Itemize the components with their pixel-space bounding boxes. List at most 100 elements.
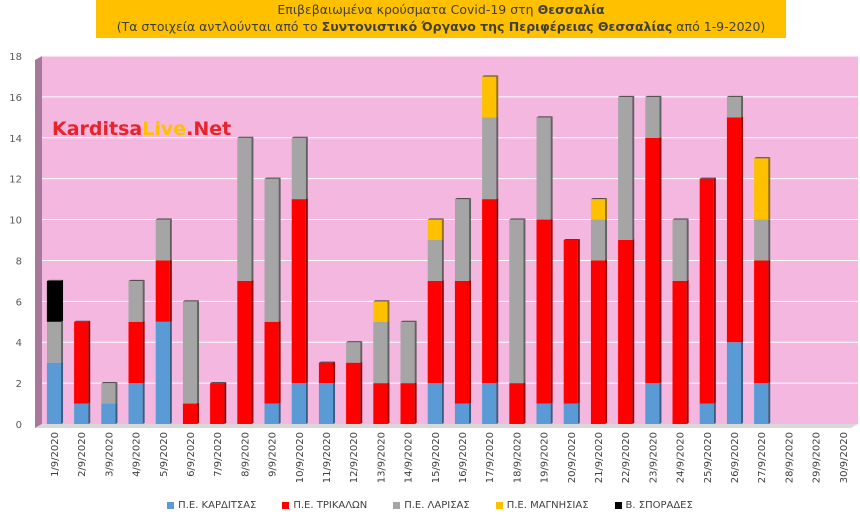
bar-top-edge bbox=[754, 157, 771, 159]
y-tick-label: 4 bbox=[16, 338, 22, 349]
bar-segment-side bbox=[305, 382, 308, 424]
bar-segment-side bbox=[88, 320, 91, 404]
bar-segment bbox=[563, 403, 578, 424]
legend-label: Π.Ε. ΜΑΓΝΗΣΙΑΣ bbox=[506, 499, 589, 511]
bar-segment-side bbox=[550, 116, 553, 220]
bar-segment bbox=[672, 219, 687, 281]
bar-top-edge bbox=[155, 218, 172, 220]
bar-segment-side bbox=[142, 382, 145, 424]
bar-segment bbox=[237, 137, 252, 281]
bar-segment bbox=[427, 280, 442, 384]
bar-segment-side bbox=[115, 382, 118, 404]
x-tick-label: 6/9/2020 bbox=[186, 432, 197, 477]
bar-segment bbox=[482, 199, 497, 384]
legend-label: Β. ΣΠΟΡΑΔΕΣ bbox=[625, 499, 693, 511]
bar-segment-side bbox=[169, 218, 172, 261]
bar-segment bbox=[237, 280, 252, 424]
bar-segment bbox=[509, 219, 524, 384]
bar-segment-side bbox=[577, 402, 580, 424]
legend-item: Π.Ε. ΛΑΡΙΣΑΣ bbox=[393, 497, 470, 513]
bar-segment-side bbox=[88, 402, 91, 424]
bar-segment-side bbox=[496, 116, 499, 200]
bar-segment-side bbox=[441, 218, 444, 240]
bar-segment bbox=[482, 76, 497, 118]
bar-segment bbox=[128, 383, 143, 424]
legend-swatch bbox=[167, 501, 175, 509]
bar-segment bbox=[590, 199, 606, 220]
bar-segment-side bbox=[305, 136, 308, 200]
x-tick-label: 24/9/2020 bbox=[676, 432, 687, 483]
legend-item: Π.Ε. ΤΡΙΚΑΛΩΝ bbox=[282, 497, 367, 513]
bar-segment bbox=[346, 362, 361, 424]
bar-segment-side bbox=[577, 239, 580, 404]
bar-segment-side bbox=[278, 320, 281, 404]
legend-label: Π.Ε. ΚΑΡΔΙΤΣΑΣ bbox=[178, 499, 257, 511]
bar-top-edge bbox=[346, 341, 363, 343]
bar-segment bbox=[726, 342, 742, 424]
bar-top-edge bbox=[318, 361, 336, 363]
bar-segment-side bbox=[632, 239, 635, 424]
bar-segment bbox=[128, 321, 143, 384]
bar-segment bbox=[155, 260, 170, 322]
bar-segment bbox=[373, 383, 388, 424]
bar-segment-side bbox=[305, 198, 308, 384]
bar-segment-side bbox=[469, 279, 472, 404]
bar-segment bbox=[373, 301, 388, 322]
bar-segment bbox=[699, 178, 714, 404]
x-tick-label: 17/9/2020 bbox=[485, 432, 496, 483]
bar-top-edge bbox=[264, 177, 281, 179]
bar-segment bbox=[46, 280, 62, 322]
bar-segment bbox=[291, 383, 306, 424]
bar-segment-side bbox=[115, 402, 118, 424]
bar-segment bbox=[427, 240, 442, 281]
x-tick-label: 14/9/2020 bbox=[404, 432, 415, 483]
bar-segment bbox=[754, 383, 769, 424]
bar-segment-side bbox=[768, 259, 771, 384]
bar-segment bbox=[645, 383, 660, 424]
y-tick-label: 10 bbox=[9, 216, 22, 227]
bar-segment bbox=[454, 403, 470, 424]
bar-segment-side bbox=[333, 382, 336, 424]
bar-segment bbox=[400, 321, 415, 384]
logo-watermark: KarditsaLive.Net bbox=[52, 118, 231, 140]
x-tick-label: 16/9/2020 bbox=[458, 432, 469, 483]
bar-segment bbox=[672, 280, 687, 424]
bar-segment-side bbox=[197, 300, 200, 404]
bar-segment bbox=[264, 321, 279, 404]
legend-item: Π.Ε. ΜΑΓΝΗΣΙΑΣ bbox=[495, 497, 589, 513]
logo-part-2: Live bbox=[142, 118, 187, 140]
bar-segment-side bbox=[224, 382, 227, 424]
bar-segment-side bbox=[469, 402, 472, 424]
legend-label: Π.Ε. ΛΑΡΙΣΑΣ bbox=[404, 499, 470, 511]
bar-top-edge bbox=[590, 198, 608, 200]
bar-segment-side bbox=[169, 320, 172, 424]
bar-segment bbox=[427, 383, 442, 424]
bar-segment-side bbox=[441, 239, 444, 281]
bar-segment-side bbox=[768, 157, 771, 220]
y-tick-label: 8 bbox=[16, 256, 22, 267]
x-tick-label: 21/9/2020 bbox=[594, 432, 605, 483]
title-line2-bold: Συντονιστικό Όργανο της Περιφέρειας Θεσσ… bbox=[321, 19, 673, 34]
x-tick-label: 18/9/2020 bbox=[512, 432, 523, 483]
y-tick-label: 2 bbox=[16, 379, 22, 390]
bar-top-edge bbox=[563, 239, 580, 240]
bar-segment-side bbox=[197, 402, 200, 424]
bar-top-edge bbox=[427, 218, 444, 220]
bar-segment bbox=[155, 321, 170, 424]
bar-top-edge bbox=[618, 95, 635, 97]
bar-segment bbox=[182, 301, 198, 404]
bar-segment-side bbox=[632, 95, 635, 240]
y-tick-label: 6 bbox=[16, 297, 22, 308]
bar-segment bbox=[618, 240, 633, 424]
plot-floor bbox=[35, 424, 858, 428]
bar-segment bbox=[74, 403, 89, 424]
title-line2-suffix: από 1-9-2020) bbox=[672, 19, 766, 34]
bar-segment bbox=[128, 280, 143, 322]
bar-segment-side bbox=[496, 198, 499, 384]
legend-swatch bbox=[393, 501, 401, 509]
bar-segment bbox=[482, 383, 497, 424]
bar-top-edge bbox=[509, 218, 526, 220]
bar-segment bbox=[101, 403, 116, 424]
x-tick-label: 1/9/2020 bbox=[50, 432, 61, 477]
